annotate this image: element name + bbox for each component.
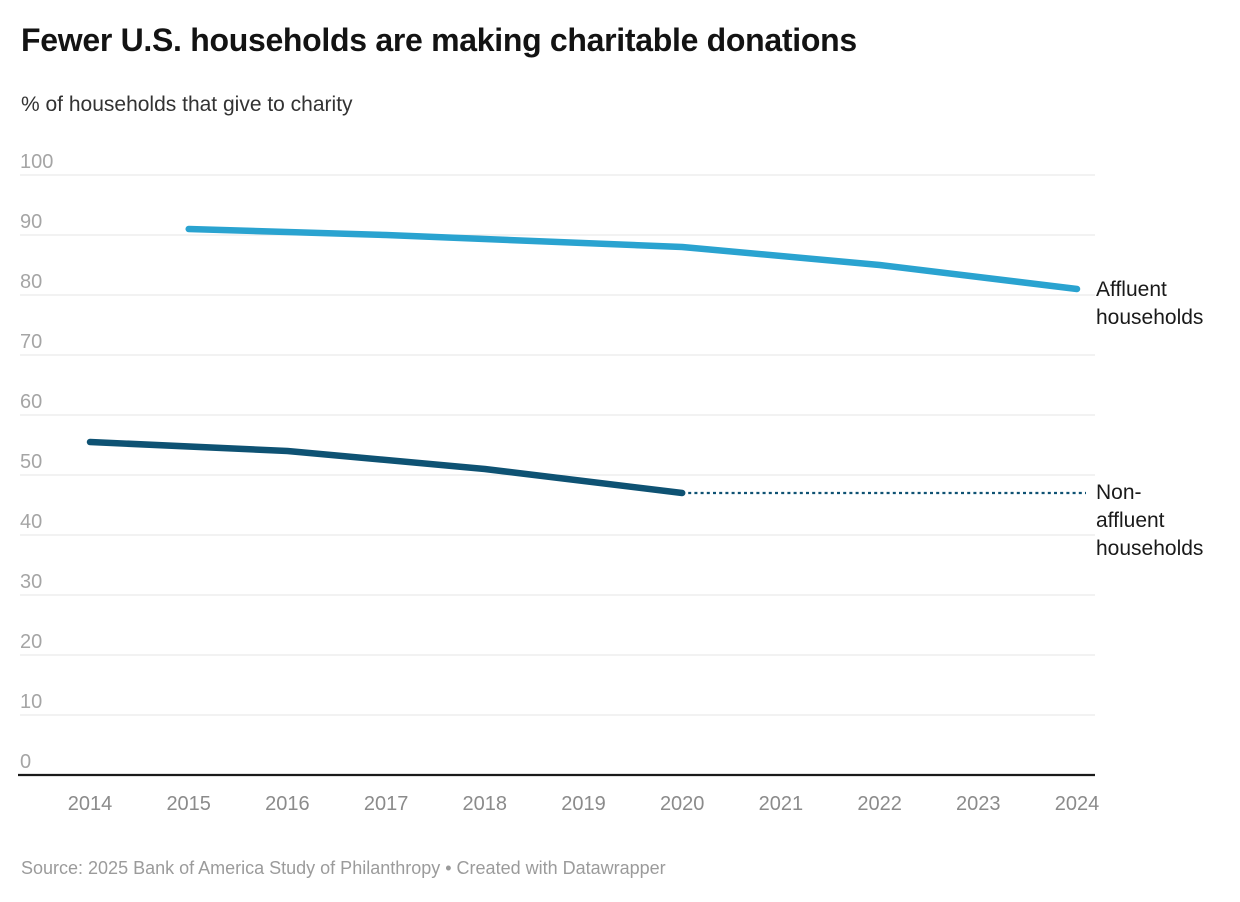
x-tick-label: 2021 xyxy=(759,793,804,815)
y-tick-label: 90 xyxy=(20,211,42,233)
x-tick-label: 2018 xyxy=(463,793,508,815)
series-label-affluent: Affluent households xyxy=(1096,278,1204,329)
x-tick-label: 2014 xyxy=(68,793,113,815)
chart-title: Fewer U.S. households are making charita… xyxy=(21,22,857,58)
chart-subtitle: % of households that give to charity xyxy=(21,93,353,116)
y-tick-label: 50 xyxy=(20,451,42,473)
x-tick-label: 2016 xyxy=(265,793,310,815)
x-tick-label: 2020 xyxy=(660,793,705,815)
y-tick-label: 80 xyxy=(20,271,42,293)
source-attribution: Source: 2025 Bank of America Study of Ph… xyxy=(21,858,666,878)
y-tick-label: 70 xyxy=(20,331,42,353)
y-tick-label: 30 xyxy=(20,571,42,593)
y-tick-label: 60 xyxy=(20,391,42,413)
non-affluent-households-line xyxy=(86,438,686,497)
affluent-households-line xyxy=(185,225,1081,293)
x-tick-label: 2017 xyxy=(364,793,409,815)
series-label-non-affluent: Non- affluent households xyxy=(1096,481,1204,560)
x-tick-label: 2023 xyxy=(956,793,1001,815)
x-tick-label: 2024 xyxy=(1055,793,1100,815)
y-tick-label: 10 xyxy=(20,691,42,713)
x-tick-label: 2019 xyxy=(561,793,606,815)
x-tick-label: 2015 xyxy=(166,793,211,815)
y-tick-label: 0 xyxy=(20,751,31,773)
x-tick-label: 2022 xyxy=(857,793,902,815)
y-tick-label: 40 xyxy=(20,511,42,533)
y-tick-label: 100 xyxy=(20,151,53,173)
y-tick-label: 20 xyxy=(20,631,42,653)
